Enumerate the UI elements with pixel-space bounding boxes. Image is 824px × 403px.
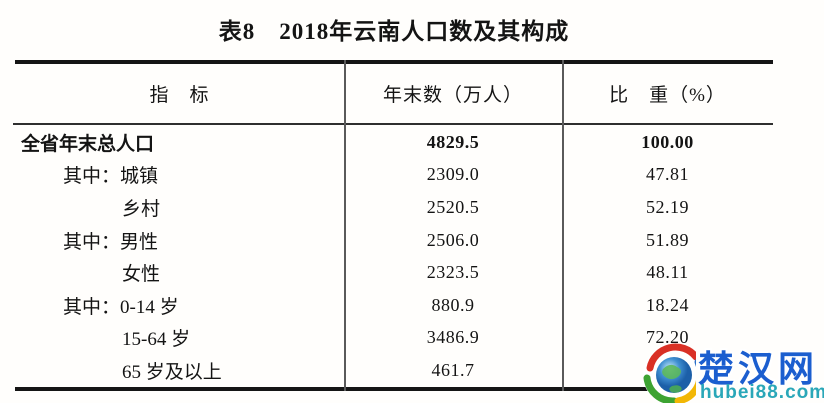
table-row: 其中：城镇 2309.0 47.81: [15, 159, 773, 192]
table-row: 15-64 岁 3486.9 72.20: [15, 322, 773, 355]
table-row: 其中：男性 2506.0 51.89: [15, 224, 773, 257]
column-separator-1: [344, 60, 346, 391]
watermark-site-name: 楚汉网: [698, 348, 819, 389]
row-label: 全省年末总人口: [21, 133, 155, 155]
table-row: 其中：0-14 岁 880.9 18.24: [15, 289, 773, 322]
row-value: 2506.0: [426, 229, 480, 250]
row-value: 2323.5: [426, 262, 480, 283]
row-share: 72.20: [646, 327, 689, 348]
rule-top-thick: [15, 60, 773, 64]
column-header-indicator: 指 标: [149, 85, 210, 106]
rule-bottom-thick: [15, 387, 773, 391]
row-label: 65 岁及以上: [122, 361, 222, 383]
row-label: 15-64 岁: [122, 329, 191, 351]
watermark-text-block: 楚汉网 hubei88.com: [696, 350, 824, 403]
column-separator-2: [562, 60, 564, 391]
column-header-share: 比 重（%）: [609, 85, 726, 106]
table-row: 女性 2323.5 48.11: [15, 256, 773, 289]
table-body: 全省年末总人口 4829.5 100.00 其中：城镇 2309.0 47.81…: [15, 126, 773, 387]
row-value: 880.9: [431, 294, 475, 315]
table-title: 表8 2018年云南人口数及其构成: [218, 19, 570, 44]
row-share: 47.81: [646, 164, 689, 185]
table-header-row: 指 标 年末数（万人） 比 重（%）: [15, 64, 773, 123]
row-share: 18.24: [646, 294, 689, 315]
row-value: 2309.0: [426, 164, 480, 185]
row-value: 2520.5: [426, 196, 480, 217]
rule-header-separator: [13, 123, 773, 125]
row-label: 其中：男性: [63, 231, 159, 253]
row-share: 100.00: [641, 131, 694, 152]
row-value: 461.7: [431, 359, 475, 380]
row-label: 其中：城镇: [63, 166, 159, 188]
row-share: 51.89: [646, 229, 689, 250]
row-label: 乡村: [122, 198, 161, 220]
watermark: 楚汉网 hubei88.com: [638, 342, 824, 403]
row-share: 52.19: [646, 196, 689, 217]
row-label: 其中：0-14 岁: [63, 296, 179, 318]
row-label: 女性: [122, 264, 161, 286]
column-header-yearend-count: 年末数（万人）: [382, 85, 523, 106]
row-share: 48.11: [646, 262, 689, 283]
row-value: 4829.5: [426, 131, 480, 152]
table-row: 乡村 2520.5 52.19: [15, 191, 773, 224]
table-row: 65 岁及以上 461.7: [15, 354, 773, 387]
watermark-site-domain: hubei88.com: [700, 382, 824, 403]
row-value: 3486.9: [426, 327, 480, 348]
globe-logo-icon: [638, 342, 712, 403]
table-row: 全省年末总人口 4829.5 100.00: [15, 126, 773, 159]
